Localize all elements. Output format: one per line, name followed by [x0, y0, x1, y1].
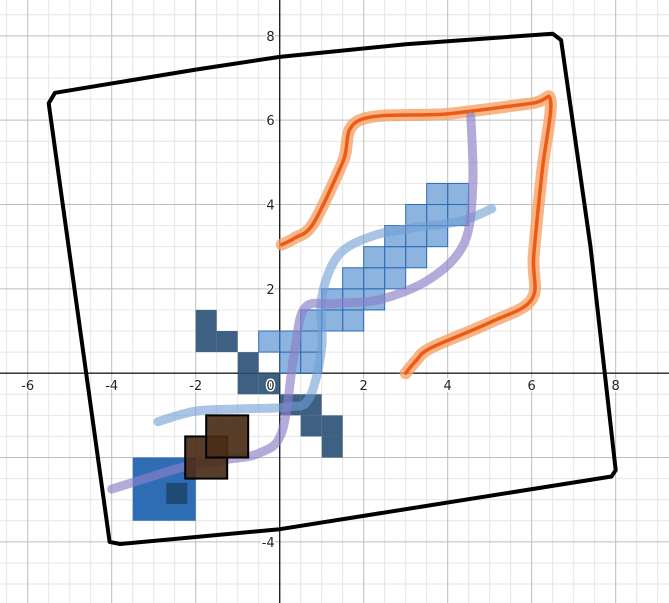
blade-square — [363, 267, 386, 290]
x-tick-label: 0 — [266, 379, 274, 394]
guard-square — [258, 373, 280, 395]
x-tick-label: 6 — [528, 379, 536, 394]
guard-square — [237, 373, 259, 395]
purple-curve — [107, 111, 478, 494]
guard-square — [321, 436, 343, 458]
x-tick-label: 4 — [444, 379, 452, 394]
light-blue-curve — [153, 204, 497, 427]
y-tick-label: -4 — [262, 536, 275, 551]
x-tick-label: 2 — [360, 379, 368, 394]
pommel-inner-square — [166, 482, 188, 504]
blade-square — [363, 246, 386, 269]
blade-square — [405, 246, 428, 269]
guard-square — [300, 415, 322, 437]
y-tick-label: 2 — [266, 283, 274, 298]
guard-square — [216, 331, 238, 353]
blade-square — [384, 246, 407, 269]
orange-curve — [280, 94, 553, 375]
y-tick-label: 8 — [266, 30, 274, 45]
tick-labels: -6 -4 -2 0 2 4 6 8 -4 2 4 6 8 — [20, 28, 622, 552]
guard-square — [237, 352, 259, 374]
outline-border — [46, 31, 618, 546]
x-tick-label: 8 — [612, 379, 620, 394]
blade-square — [342, 309, 365, 332]
brown-square — [205, 414, 250, 459]
blade-square — [447, 182, 470, 206]
blade-square — [342, 267, 365, 290]
blade-square — [426, 182, 449, 206]
guard-square — [195, 309, 217, 332]
guard-square — [195, 331, 217, 353]
x-tick-label: -2 — [189, 379, 202, 394]
blade-square — [258, 330, 281, 353]
x-tick-label: -6 — [21, 379, 34, 394]
blade-square — [384, 267, 407, 290]
y-tick-label: 6 — [266, 114, 274, 129]
drawn-shapes — [46, 31, 618, 546]
y-tick-label: 4 — [266, 199, 274, 214]
x-tick-label: -4 — [105, 379, 118, 394]
guard-square — [321, 415, 343, 437]
